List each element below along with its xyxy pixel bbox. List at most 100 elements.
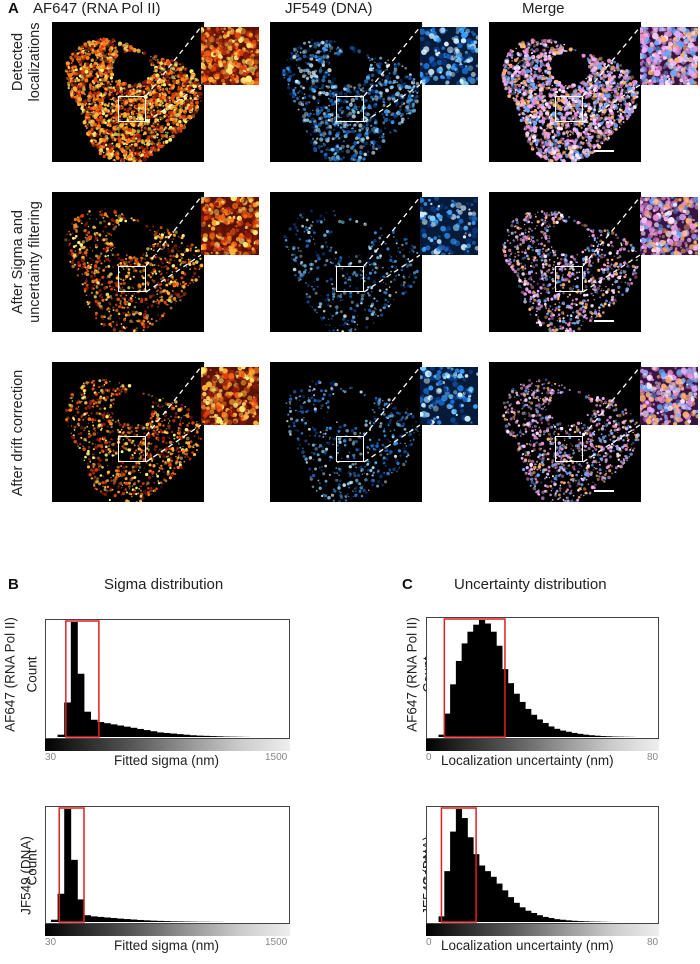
histogram-bar [588,735,595,737]
histogram-bar [484,623,491,737]
x-max-tick: 80 [647,752,659,763]
histogram-bar [530,714,538,737]
histogram-plot [57,620,250,738]
histogram-bar [90,916,98,922]
histogram-bar [189,735,197,737]
histogram-bar [577,921,584,922]
image-jf549-row1 [270,22,422,162]
scale-bar [594,320,614,322]
x-axis-label: Localization uncertainty (nm) [441,938,614,953]
x-axis-label: Localization uncertainty (nm) [441,753,614,768]
histogram-bar [136,728,144,737]
hist-c1-row-label: AF647 (RNA Pol II) [404,617,420,732]
histogram-bar [50,919,58,922]
image-af647-row1 [52,22,204,162]
histogram-bar [77,673,85,737]
hist-b1-y-label: Count [24,656,40,693]
histogram-bar [438,734,445,737]
row-label-line: uncertainty filtering [27,201,43,323]
histogram-bar [90,719,98,737]
histogram-bar [64,809,72,922]
localization-map [64,208,204,332]
localization-map [501,38,640,162]
selection-range-box [65,620,100,738]
histogram-bar [554,919,561,922]
row-label-line: After Sigma and [10,210,26,314]
scale-bar [594,490,614,492]
histogram-bar [176,734,184,738]
selection-range-box [443,618,506,738]
image-merge-row1 [489,22,641,162]
histogram-bar [478,620,486,737]
histogram-bar [507,897,515,922]
histogram-bar [150,920,158,922]
zoom-inset-af647-row3 [201,367,259,425]
colorbar-sigma-jf549 [45,924,290,936]
zoom-inset-jf549-row1 [420,27,478,85]
histogram-bar [196,735,204,737]
roi-box [336,96,364,122]
histogram-bar [170,921,177,922]
histogram-bar [156,732,164,737]
histogram-bar [57,893,65,922]
panel-c-title: Uncertainty distribution [454,576,607,593]
image-af647-row3 [52,362,204,502]
histogram-bar [170,733,177,737]
histogram-bar [507,683,515,737]
x-max-tick: 80 [647,937,659,948]
uncertainty-histogram-jf549 [426,806,659,924]
histogram-bar [103,723,111,737]
roi-box [555,266,583,292]
histogram-bar [143,920,151,922]
panel-b-title: Sigma distribution [104,576,224,593]
zoom-inset-jf549-row2 [420,197,478,255]
histogram-bar [143,730,151,737]
histogram-bar [548,918,555,923]
localization-map [283,209,419,332]
histogram-bar [183,734,191,737]
histogram-bar [97,722,105,737]
histogram-bar [216,736,224,737]
zoom-inset-merge-row3 [640,367,698,425]
histogram-bar [496,883,503,922]
histogram-bar [461,818,468,922]
histogram-bar [117,918,125,922]
selection-range-box [440,807,477,923]
histogram-bar [176,921,184,923]
hist-b2-y-label: Count [24,849,40,886]
x-min-tick: 0 [426,937,432,948]
roi-box [336,266,364,292]
panel-b-letter: B [8,576,19,593]
column-header-af647: AF647 (RNA Pol II) [33,0,161,17]
zoom-inset-merge-row1 [640,27,698,85]
histogram-bar [130,727,138,737]
localization-map [64,37,203,162]
image-jf549-row3 [270,362,422,502]
row-label-line: localizations [27,22,43,102]
histogram-bar [163,732,171,737]
histogram-bar [565,731,572,737]
zoom-inset-jf549-row3 [420,367,478,425]
x-min-tick: 30 [45,752,57,763]
panel-c-letter: C [402,576,413,593]
histogram-bar [525,708,532,737]
histogram-bar [444,871,451,922]
histogram-bar [117,725,125,737]
histogram-bar [103,917,111,922]
histogram-bar [156,920,164,922]
localization-map [502,378,640,502]
panel-a-letter: A [8,0,19,17]
histogram-bar [84,711,92,737]
histogram-bar [600,736,607,737]
histogram-bar [519,907,526,922]
histogram-bar [490,631,497,737]
image-merge-row3 [489,362,641,502]
roi-box [118,96,146,122]
roi-box [555,436,583,462]
x-min-tick: 0 [426,752,432,763]
histogram-bar [606,736,613,737]
histogram-bar [467,631,474,737]
sigma-histogram-af647 [45,619,290,739]
histogram-bar [565,920,572,922]
zoom-inset-merge-row2 [640,197,698,255]
